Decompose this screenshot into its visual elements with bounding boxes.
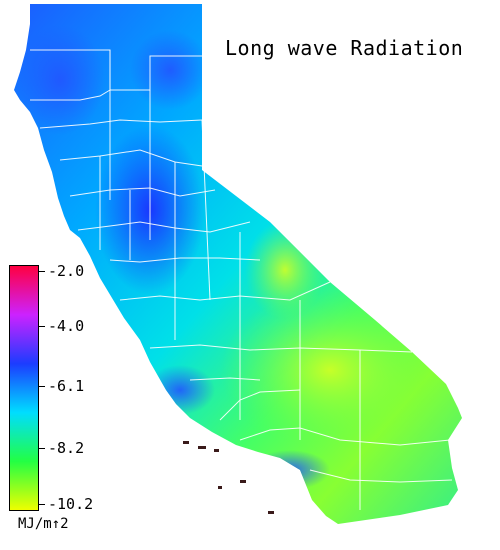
legend-tick-label: -6.1 — [48, 377, 85, 395]
legend-tick-label: -10.2 — [48, 495, 94, 513]
island — [198, 446, 206, 449]
color-scale-bar — [9, 265, 39, 511]
island — [268, 511, 274, 514]
mojave-high — [220, 290, 440, 450]
legend-tick-label: -8.2 — [48, 439, 85, 457]
legend-tick — [39, 326, 45, 327]
legend-tick-label: -2.0 — [48, 262, 85, 280]
island — [183, 441, 189, 444]
legend-unit: MJ/m↑2 — [18, 516, 69, 532]
island — [214, 449, 219, 452]
coastal-islands — [183, 441, 274, 514]
south-coast-low — [250, 450, 330, 490]
north-coast-low — [15, 25, 105, 135]
legend-tick — [39, 448, 45, 449]
legend-tick — [39, 271, 45, 272]
central-coast-low — [145, 365, 215, 415]
legend-tick — [39, 504, 45, 505]
island — [240, 480, 246, 483]
county-borders — [30, 49, 453, 510]
map-title: Long wave Radiation — [225, 36, 464, 60]
island — [218, 486, 222, 489]
north-plateau-low — [130, 30, 210, 110]
legend-tick — [39, 386, 45, 387]
legend-tick-label: -4.0 — [48, 317, 85, 335]
state-fill — [14, 4, 462, 524]
owens-high — [245, 220, 325, 320]
